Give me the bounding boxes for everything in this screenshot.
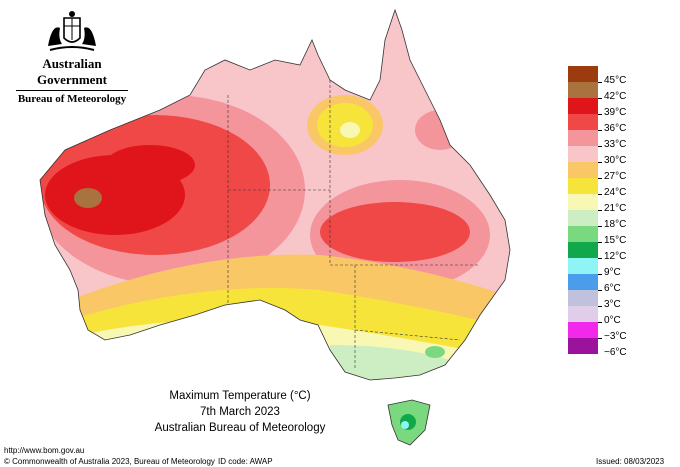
legend-swatch [568, 146, 598, 162]
legend-label: 45°C [604, 75, 627, 86]
legend-swatch [568, 258, 598, 274]
legend-label: 0°C [604, 315, 621, 326]
legend-tick [598, 130, 602, 131]
legend-tick [598, 290, 602, 291]
legend-swatch [568, 162, 598, 178]
government-logo: Australian Government Bureau of Meteorol… [8, 10, 136, 105]
legend-swatch [568, 338, 598, 354]
legend-swatch [568, 322, 598, 338]
legend-swatch [568, 306, 598, 322]
legend-label: 24°C [604, 187, 627, 198]
legend-label: 21°C [604, 203, 627, 214]
legend-label: 39°C [604, 107, 627, 118]
legend-label: 12°C [604, 251, 627, 262]
legend-tick [598, 226, 602, 227]
legend-swatch [568, 66, 598, 82]
legend-label: 33°C [604, 139, 627, 150]
legend-label: 6°C [604, 283, 621, 294]
legend-label: 27°C [604, 171, 627, 182]
legend-tick [598, 338, 602, 339]
legend-tick [598, 306, 602, 307]
legend-tick [598, 162, 602, 163]
legend-swatch [568, 226, 598, 242]
map-date: 7th March 2023 [200, 406, 280, 418]
legend-label: −6°C [604, 347, 627, 358]
map-title-block: Maximum Temperature (°C) 7th March 2023 … [120, 388, 360, 436]
legend-swatch [568, 274, 598, 290]
legend-tick [598, 258, 602, 259]
legend-label: 18°C [604, 219, 627, 230]
legend-label: 9°C [604, 267, 621, 278]
legend-swatch [568, 194, 598, 210]
legend-swatch [568, 178, 598, 194]
legend-label: 36°C [604, 123, 627, 134]
map-source: Australian Bureau of Meteorology [154, 422, 326, 434]
legend-tick [598, 194, 602, 195]
legend-tick [598, 82, 602, 83]
legend-tick [598, 146, 602, 147]
legend-tick [598, 114, 602, 115]
footer-id-code: ID code: AWAP [218, 457, 273, 466]
legend-label: 15°C [604, 235, 627, 246]
coat-of-arms-icon [48, 11, 96, 51]
legend-label: 30°C [604, 155, 627, 166]
footer-copyright: © Commonwealth of Australia 2023, Bureau… [4, 457, 215, 466]
government-name: Australian Government [36, 56, 108, 87]
legend-swatch [568, 114, 598, 130]
legend-swatch [568, 290, 598, 306]
legend-swatch [568, 130, 598, 146]
legend-label: −3°C [604, 331, 627, 342]
legend-tick [598, 98, 602, 99]
footer-url[interactable]: http://www.bom.gov.au [4, 446, 85, 455]
legend-tick [598, 322, 602, 323]
legend-swatch [568, 210, 598, 226]
bureau-name: Bureau of Meteorology [16, 90, 128, 105]
legend-swatch [568, 82, 598, 98]
legend-tick [598, 242, 602, 243]
legend-label: 3°C [604, 299, 621, 310]
legend-tick [598, 274, 602, 275]
legend-tick [598, 210, 602, 211]
legend-tick [598, 178, 602, 179]
legend-swatch [568, 98, 598, 114]
map-title: Maximum Temperature (°C) [169, 390, 311, 402]
footer-issued: Issued: 08/03/2023 [596, 457, 665, 466]
legend-swatch [568, 242, 598, 258]
legend-label: 42°C [604, 91, 627, 102]
